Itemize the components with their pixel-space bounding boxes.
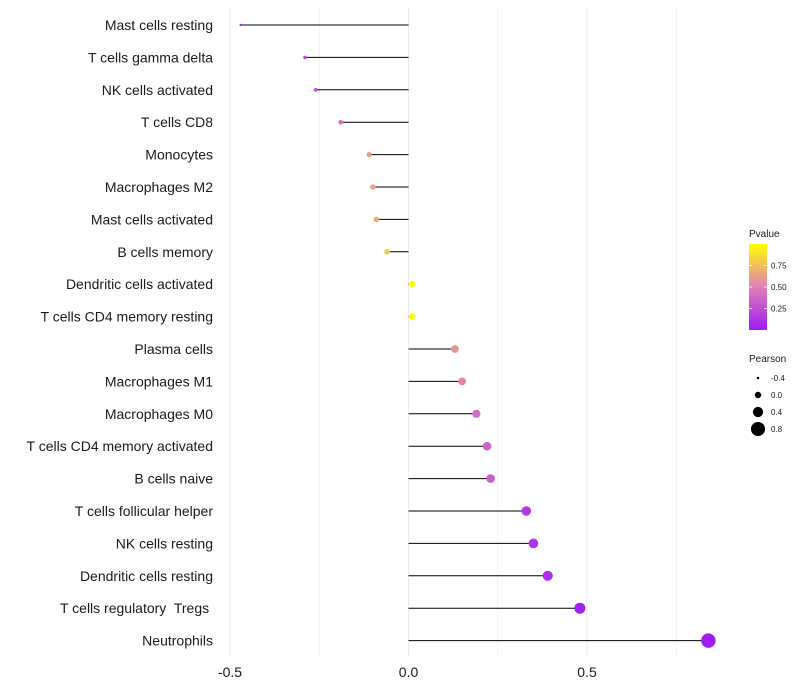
- size-legend-dot: [756, 376, 760, 380]
- category-label: Monocytes: [145, 147, 213, 163]
- category-label: T cells CD8: [141, 114, 213, 130]
- x-tick-label: -0.5: [218, 664, 242, 680]
- lollipop-point: [472, 409, 481, 418]
- category-label: T cells CD4 memory activated: [27, 438, 213, 454]
- size-legend-label: 0.4: [771, 408, 783, 417]
- color-tick-label: 0.75: [771, 262, 787, 271]
- category-label: Macrophages M0: [105, 406, 213, 422]
- lollipop-point: [370, 184, 376, 190]
- size-legend-label: 0.0: [771, 391, 783, 400]
- lollipop-point: [338, 119, 343, 125]
- color-legend-title: Pvalue: [749, 229, 780, 240]
- category-label: Dendritic cells activated: [66, 276, 213, 292]
- lollipop-point: [701, 633, 716, 648]
- category-label: Mast cells activated: [91, 211, 213, 227]
- lollipop-point: [313, 87, 318, 92]
- lollipop-segments: [240, 24, 709, 642]
- lollipop-point: [521, 506, 532, 516]
- lollipop-point: [482, 441, 492, 451]
- lollipop-point: [366, 151, 372, 158]
- category-label: B cells memory: [117, 244, 213, 260]
- category-label: T cells CD4 memory resting: [41, 309, 213, 325]
- size-legend-items: -0.4 0.0 0.4 0.8: [750, 374, 785, 437]
- size-legend-dot: [752, 406, 764, 418]
- lollipop-point: [486, 474, 495, 483]
- size-legend-label: 0.8: [771, 425, 783, 434]
- x-tick-label: 0.5: [577, 664, 597, 680]
- size-legend-dot: [750, 421, 766, 437]
- category-label: Plasma cells: [134, 341, 213, 357]
- category-labels: Mast cells resting T cells gamma delta NK …: [27, 17, 214, 649]
- category-label: Neutrophils: [142, 633, 213, 649]
- color-legend-bar: [749, 244, 767, 330]
- size-legend-label: -0.4: [771, 374, 785, 383]
- color-tick-label: 0.25: [771, 305, 787, 314]
- size-legend-dot: [754, 391, 762, 399]
- category-label: T cells regulatory Tregs: [60, 600, 213, 616]
- lollipop-point: [574, 602, 586, 614]
- lollipop-point: [451, 345, 459, 353]
- lollipop-point: [303, 55, 307, 60]
- lollipop-point: [542, 570, 553, 581]
- category-label: T cells follicular helper: [75, 503, 214, 519]
- color-legend-ticks: 0.75 0.50 0.25: [749, 262, 787, 314]
- category-label: Mast cells resting: [105, 17, 213, 33]
- lollipop-points: [239, 23, 716, 648]
- lollipop-point: [239, 23, 242, 27]
- lollipop-point: [384, 248, 390, 255]
- grid-lines: [229, 8, 677, 657]
- legend: Pvalue 0.75 0.50 0.25 Pearson -0.4 0.0 0.4 0.…: [749, 229, 787, 437]
- category-label: NK cells activated: [102, 82, 213, 98]
- category-label: Dendritic cells resting: [80, 568, 213, 584]
- x-tick-label: 0.0: [399, 664, 419, 680]
- color-tick-label: 0.50: [771, 283, 787, 292]
- category-label: T cells gamma delta: [88, 49, 213, 65]
- size-legend-title: Pearson: [749, 354, 786, 365]
- category-label: Macrophages M1: [105, 373, 213, 389]
- lollipop-point: [528, 538, 539, 549]
- lollipop-point: [458, 377, 466, 386]
- lollipop-point: [408, 313, 416, 320]
- lollipop-point: [373, 216, 380, 223]
- lollipop-point: [408, 280, 416, 288]
- x-axis-ticks: -0.5 0.0 0.5: [218, 664, 597, 680]
- category-label: NK cells resting: [116, 535, 213, 551]
- category-label: B cells naive: [134, 471, 213, 487]
- category-label: Macrophages M2: [105, 179, 213, 195]
